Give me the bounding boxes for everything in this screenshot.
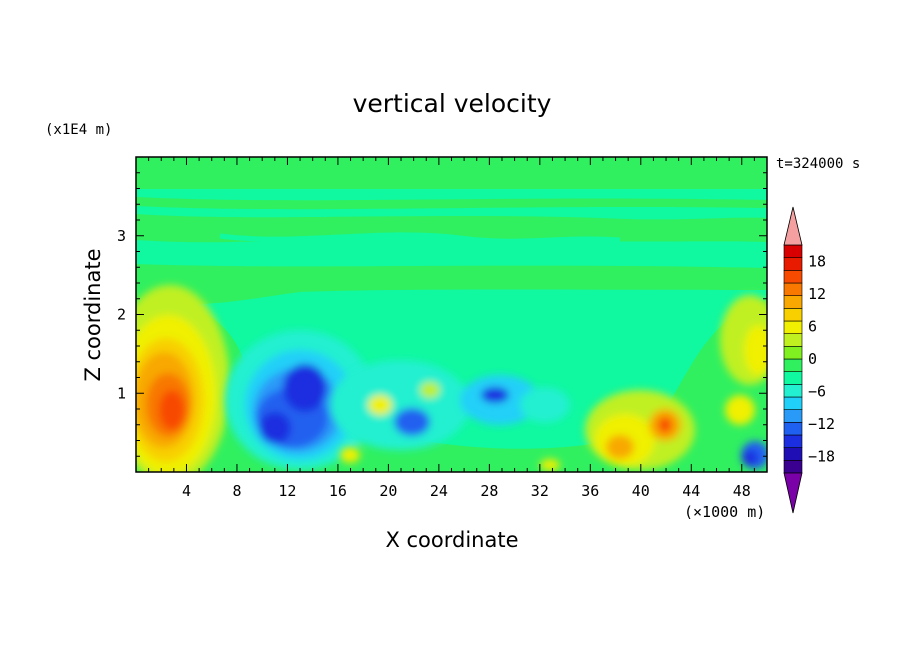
- y-units-label: (x1E4 m): [45, 122, 112, 138]
- band-wavy: [136, 214, 767, 243]
- colorbar-segment: [783, 384, 803, 398]
- x-axis-ticks: 4 8 12 16 20 24 28 32 36 40 44 48: [148, 157, 755, 500]
- colorbar-tick-label: −18: [808, 448, 835, 466]
- colorbar-segment: [783, 308, 803, 322]
- colorbar-segment: [783, 460, 803, 474]
- colorbar-tick-label: −6: [808, 383, 826, 401]
- x-tick-label: 20: [379, 482, 397, 500]
- colorbar-tick-label: 12: [808, 285, 826, 303]
- colorbar-segment: [783, 434, 803, 448]
- colorbar-segment: [783, 282, 803, 296]
- x-tick-label: 28: [480, 482, 498, 500]
- colorbar-segment: [783, 358, 803, 372]
- plot-area: [136, 157, 767, 472]
- x-tick-label: 32: [531, 482, 549, 500]
- band-upper: [136, 197, 767, 210]
- y-tick-label: 3: [117, 227, 126, 245]
- colorbar-tick-label: 18: [808, 252, 826, 270]
- colorbar-segment: [783, 422, 803, 436]
- colorbar-tick-label: 6: [808, 317, 817, 335]
- updraft-right: [585, 295, 767, 470]
- x-tick-label: 36: [581, 482, 599, 500]
- x-tick-label: 48: [733, 482, 751, 500]
- y-axis-ticks: 1 2 3: [117, 172, 767, 457]
- y-tick-label: 2: [117, 306, 126, 324]
- x-units-label: (×1000 m): [684, 503, 765, 521]
- time-label: t=324000 s: [776, 156, 860, 172]
- x-tick-label: 40: [632, 482, 650, 500]
- x-tick-label: 12: [278, 482, 296, 500]
- colorbar-segment: [783, 396, 803, 410]
- x-tick-label: 24: [430, 482, 448, 500]
- chart-title: vertical velocity: [353, 89, 552, 118]
- colorbar-segment: [783, 257, 803, 271]
- colorbar-segment: [783, 333, 803, 347]
- colorbar-segment: [783, 409, 803, 423]
- downdraft-center-left: [225, 330, 375, 470]
- colorbar-segment: [783, 320, 803, 334]
- colorbar-segment: [783, 270, 803, 284]
- colorbar-segment: [783, 371, 803, 385]
- colorbar-bottom-arrow: [783, 472, 803, 514]
- colorbar-segment: [783, 346, 803, 360]
- colorbar-tick-label: 0: [808, 350, 817, 368]
- colorbar-segment: [783, 295, 803, 309]
- x-tick-label: 4: [182, 482, 191, 500]
- center-cells: [330, 360, 570, 471]
- band-lower: [136, 264, 767, 305]
- y-tick-label: 1: [117, 384, 126, 402]
- colorbar-tick-label: −12: [808, 415, 835, 433]
- colorbar-segment: [783, 244, 803, 258]
- colorbar-ticks: 18 12 6 0 −6 −12 −18: [808, 252, 835, 465]
- colorbar-top-arrow: [783, 206, 803, 246]
- updraft-left: [136, 285, 230, 472]
- colorbar-segment: [783, 447, 803, 461]
- x-axis-label: X coordinate: [385, 528, 518, 552]
- x-tick-label: 16: [329, 482, 347, 500]
- wave-streak: [219, 232, 621, 244]
- y-axis-label: Z coordinate: [81, 248, 105, 381]
- band-top: [136, 157, 767, 189]
- x-tick-label: 44: [682, 482, 700, 500]
- x-tick-label: 8: [232, 482, 241, 500]
- colorbar: [783, 206, 803, 514]
